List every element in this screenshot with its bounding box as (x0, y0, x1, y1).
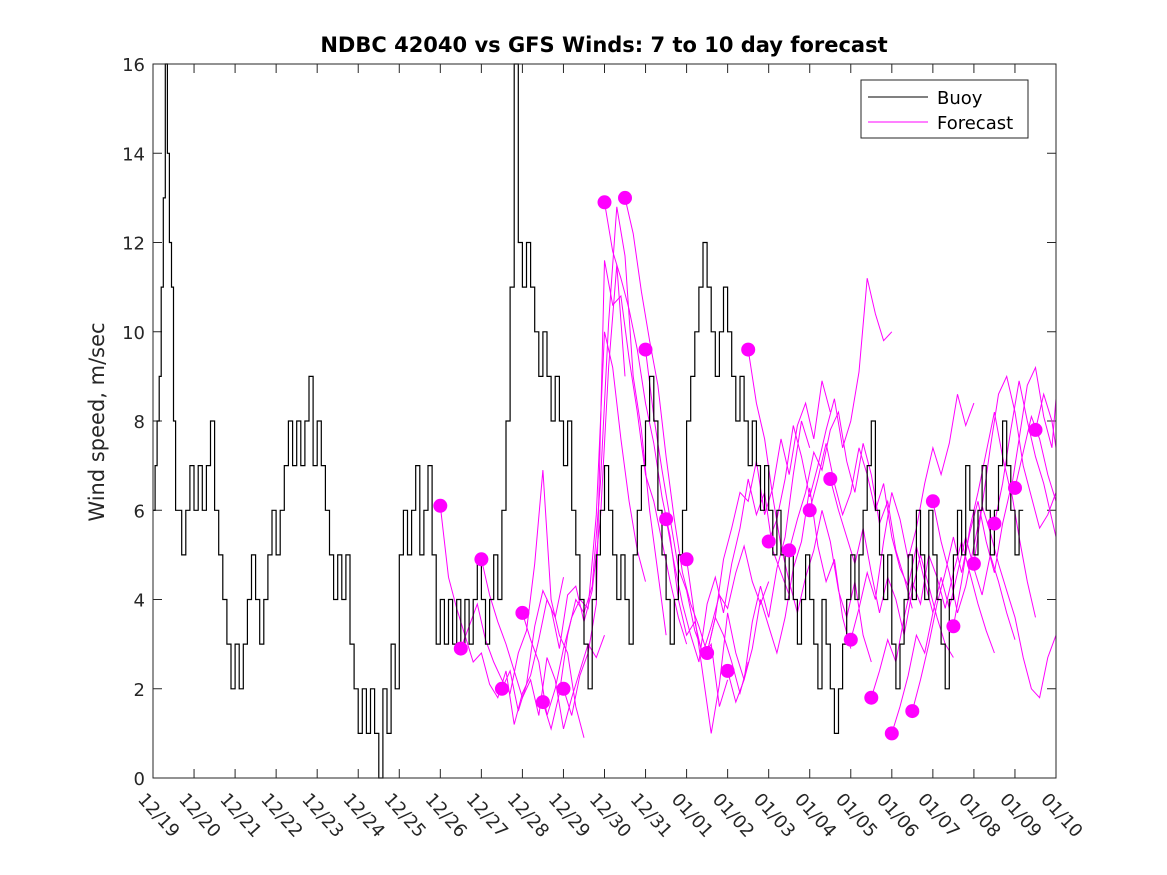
forecast-series-line (850, 394, 975, 640)
axes-background (153, 64, 1056, 778)
forecast-start-point (618, 190, 632, 205)
forecast-series-line (665, 478, 790, 663)
y-tick-label: 16 (122, 55, 145, 76)
forecast-series-line (993, 380, 1057, 538)
forecast-start-point (761, 534, 776, 549)
forecast-series-line (686, 420, 811, 734)
forecast-start-point (679, 552, 694, 567)
forecast-start-point (659, 512, 674, 527)
y-tick-label: 6 (134, 501, 145, 522)
plot-area (153, 64, 1056, 778)
forecast-series-line (501, 264, 626, 712)
forecast-start-point (966, 556, 981, 571)
forecast-series-line (788, 410, 913, 609)
axes-frame (152, 63, 1057, 779)
chart-title: NDBC 42040 vs GFS Winds: 7 to 10 day for… (320, 33, 887, 57)
y-tick-label: 8 (134, 412, 145, 433)
forecast-start-point (946, 619, 961, 634)
forecast-start-point (823, 472, 838, 486)
forecast-start-point (987, 516, 1002, 531)
forecast-start-point (494, 681, 509, 696)
legend-forecast-label: Forecast (937, 113, 1013, 134)
forecast-series-line (645, 349, 770, 655)
forecast-start-point (453, 641, 468, 656)
forecast-start-point (843, 632, 858, 647)
forecast-start-point (802, 503, 817, 518)
legend: Buoy Forecast (860, 79, 1029, 139)
forecast-start-point (535, 695, 550, 710)
y-axis-label: Wind speed, m/sec (85, 322, 109, 521)
forecast-start-point (782, 543, 797, 558)
forecast-start-point (905, 704, 920, 719)
forecast-start-point (474, 552, 489, 567)
forecast-series-line (624, 197, 749, 696)
forecast-series-line (1035, 392, 1057, 448)
forecast-start-point (1028, 422, 1043, 437)
legend-buoy-label: Buoy (937, 88, 983, 109)
forecast-start-point (1008, 480, 1022, 495)
buoy-series-line (153, 63, 1024, 779)
y-tick-label: 0 (134, 769, 145, 790)
forecast-start-point (884, 726, 899, 741)
forecast-series-line (870, 539, 995, 698)
forecast-start-point (700, 646, 715, 660)
forecast-series-line (542, 206, 667, 731)
y-axis: 0 2 4 6 8 10 12 14 16 (122, 55, 1056, 790)
forecast-series-line (460, 470, 585, 738)
forecast-start-point (556, 681, 571, 696)
forecast-start-point (741, 342, 756, 357)
forecast-start-point (433, 498, 448, 513)
forecast-series-line (952, 365, 1057, 627)
y-tick-label: 14 (122, 144, 145, 165)
y-tick-label: 10 (122, 323, 145, 344)
legend-box (860, 79, 1029, 139)
forecast-start-point (925, 494, 940, 509)
forecast-series-line (768, 278, 893, 542)
y-tick-label: 2 (134, 680, 145, 701)
forecast-start-point (515, 605, 530, 620)
y-tick-label: 4 (134, 591, 145, 612)
forecast-start-point (597, 195, 612, 210)
forecast-start-markers (433, 190, 1043, 741)
forecast-start-point (864, 690, 879, 705)
y-tick-label: 12 (122, 234, 145, 255)
forecast-start-point (720, 663, 735, 678)
forecast-start-point (638, 342, 653, 357)
forecast-series-line (973, 374, 1057, 564)
